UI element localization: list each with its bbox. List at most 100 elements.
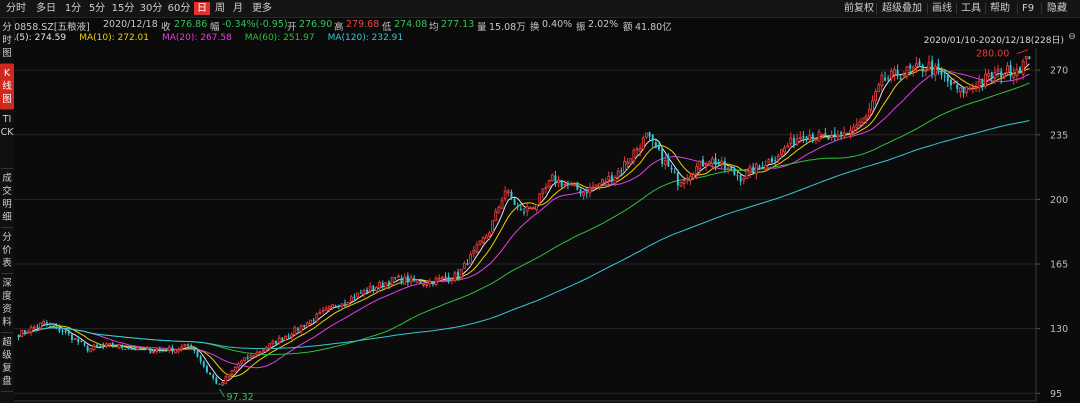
candle [993,72,997,79]
ma-legend-label: MA(120): [327,33,369,43]
toolbar-right-button-5[interactable]: F9 [1021,3,1035,14]
candle [305,322,309,328]
candle [563,183,567,186]
candle [579,189,582,194]
y-tick-label: 200 [1050,195,1068,206]
candle [196,350,199,357]
candle [180,346,184,350]
candle [133,347,136,351]
date-range-label: 2020/01/10-2020/12/18(228日) [923,36,1064,46]
open-value: 276.90 [299,19,333,30]
candle [252,355,256,358]
sidebar-item-6[interactable]: 超级复盘 [2,337,12,387]
candle [547,180,551,188]
candle [918,61,921,66]
candle [17,335,20,338]
candle [506,190,510,194]
tab-8[interactable]: 周 [215,3,225,14]
candle [296,328,299,331]
candle [670,167,673,170]
ma-line-5 [18,63,1030,382]
candle [500,200,504,209]
toolbar-right-button-4[interactable]: 帮助 [990,3,1010,14]
tab-5[interactable]: 30分 [139,3,163,14]
candlestick-chart[interactable]: 270 235 200 165 130 95 280.00 97.32 [14,44,1080,403]
candle [48,323,51,325]
candle [466,263,469,266]
candle [450,278,454,281]
candle [764,164,768,170]
candle [346,301,350,306]
candle [758,165,761,167]
toolbar-right-button-6[interactable]: 隐藏 [1047,3,1067,14]
candle [375,286,378,292]
candle [167,346,171,351]
candle [1021,60,1025,75]
ma-legend-value: 274.59 [31,33,67,43]
toolbar-separator [1017,3,1018,14]
sidebar-item-0[interactable]: 分时图 [2,22,12,59]
candle [457,271,460,278]
candle [827,137,830,140]
candle [977,80,981,89]
tab-6[interactable]: 60分 [167,3,191,14]
tab-4[interactable]: 15分 [111,3,135,14]
volume-label: 量 [477,22,487,33]
tab-0[interactable]: 分时 [6,3,26,14]
collapse-icon[interactable]: ⊖ [1068,32,1076,42]
candle [990,72,993,78]
candle [378,282,382,289]
candle [676,172,679,186]
candle [754,163,758,175]
candle [855,124,859,128]
min-marker [219,388,225,398]
candle [648,132,651,137]
toolbar-right-button-1[interactable]: 超级叠加 [882,3,922,14]
toolbar-right-button-2[interactable]: 画线 [932,3,952,14]
sidebar-item-5[interactable]: 深度资料 [2,278,12,328]
candle [171,347,174,352]
tab-2[interactable]: 1分 [64,3,82,14]
toolbar-right-button-0[interactable]: 前复权 [844,3,874,14]
candle [569,183,573,187]
candle [528,207,532,210]
candle [805,136,808,140]
chart-background [14,44,1080,403]
candle [635,148,639,151]
sidebar-item-3[interactable]: 成交明细 [2,173,12,223]
candle [776,155,780,161]
candle [811,134,814,140]
tab-7[interactable]: 日 [194,2,210,15]
candle [651,134,654,142]
tab-3[interactable]: 5分 [88,3,106,14]
sidebar-item-1[interactable]: K线图 [0,64,14,109]
candle [36,326,39,328]
candle [849,129,852,134]
toolbar-right-button-3[interactable]: 工具 [961,3,981,14]
quote-info-bar: 000858.SZ[五粮液] 2020/12/18 收 276.86 幅 -0.… [0,18,1080,33]
candle [616,170,620,178]
sidebar-item-2[interactable]: TICK [0,114,14,138]
candle [356,292,360,298]
candle [714,158,717,166]
tab-1[interactable]: 多日 [36,3,56,14]
turnover-value: 0.40% [542,19,573,30]
candle [277,337,281,343]
candle [390,276,394,286]
candle [236,363,240,368]
low-label: 低 [382,22,392,33]
candle [761,167,764,169]
candle [591,186,595,189]
candle [440,276,444,279]
candle [366,289,369,293]
tab-9[interactable]: 月 [233,3,243,14]
candle [55,325,58,327]
candle [459,268,463,278]
candle [469,254,473,265]
tab-10[interactable]: 更多 [252,3,272,14]
toolbar-separator [876,3,877,14]
candle [409,276,413,283]
candle [428,280,432,285]
sidebar-item-4[interactable]: 分价表 [2,232,12,269]
candle [318,311,322,314]
